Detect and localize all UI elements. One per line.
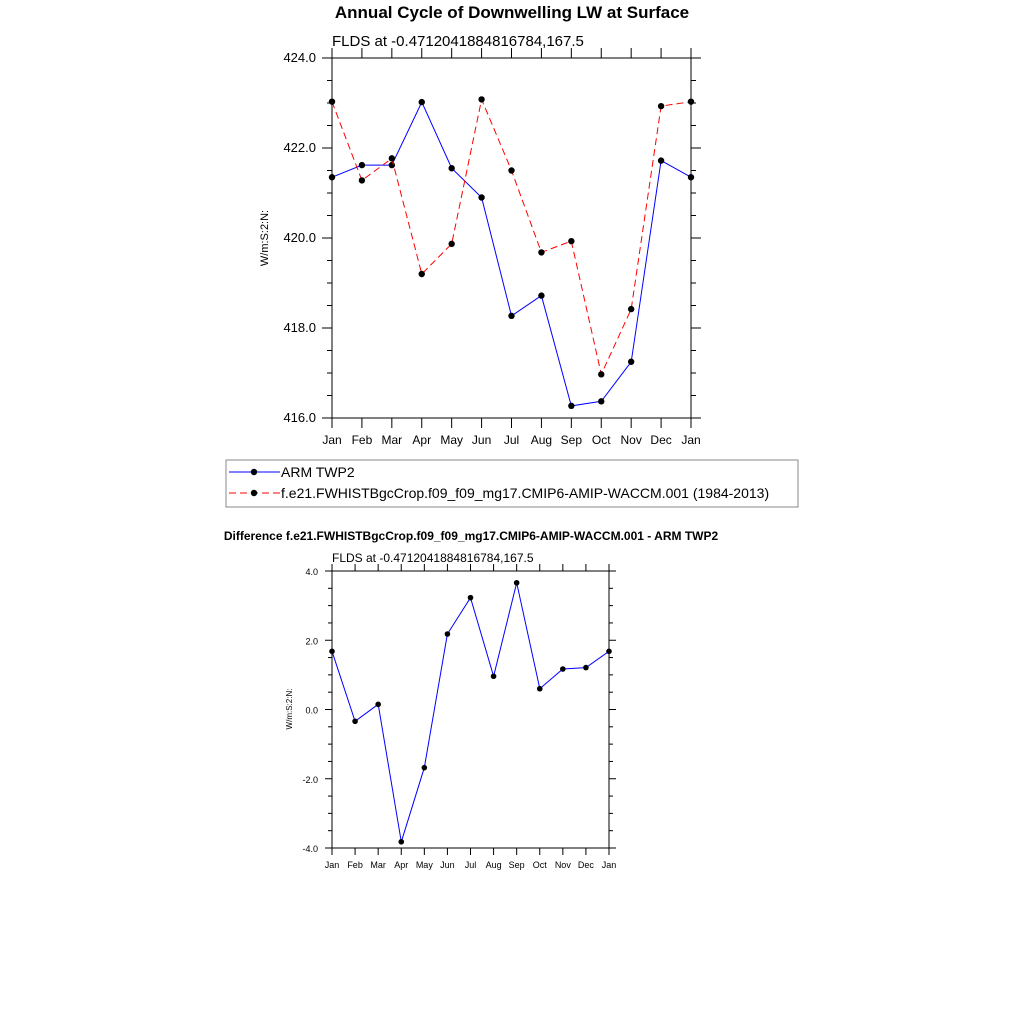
chart2-plot-frame — [331, 570, 610, 849]
chart1-xtick-label: May — [440, 433, 463, 447]
chart1-ytick-label: 424.0 — [283, 50, 316, 65]
chart2-xtick-label: Aug — [486, 860, 502, 870]
chart2-xtick-label: Jan — [325, 860, 340, 870]
chart1-data-point — [478, 96, 485, 103]
chart1-xtick-label: Oct — [592, 433, 611, 447]
chart2-xtick-label: Jul — [465, 860, 477, 870]
chart1-xtick-label: Nov — [620, 433, 641, 447]
chart2-xtick-label: Mar — [370, 860, 386, 870]
chart1-ytick-label: 422.0 — [283, 140, 316, 155]
chart2-data-point — [490, 673, 497, 680]
chart2-data-point — [444, 631, 451, 637]
annual-cycle-panel: Annual Cycle of Downwelling LW at Surfac… — [225, 3, 799, 508]
chart1-legend: ARM TWP2 f.e21.FWHISTBgcCrop.f09_f09_mg1… — [225, 459, 799, 508]
chart1-plot-frame — [331, 57, 692, 419]
chart2-data-point — [513, 579, 520, 586]
chart1-data-point — [657, 102, 665, 110]
legend-label-arm: ARM TWP2 — [281, 464, 355, 480]
chart1-axes — [322, 48, 701, 428]
chart1-series-line-0 — [331, 100, 692, 407]
chart2-ytick-label: 4.0 — [305, 567, 318, 577]
chart1-data-point — [627, 305, 635, 313]
chart2-ytick-label: 2.0 — [305, 636, 318, 646]
chart1-data-point — [508, 167, 515, 174]
chart2-xtick-label: Sep — [509, 860, 525, 870]
chart2-ytick-label: -2.0 — [302, 775, 318, 785]
chart2-xtick-label: May — [416, 860, 434, 870]
chart2-data-point — [398, 838, 405, 845]
chart2-x-tick-labels: Jan Feb Mar Apr May Jun Jul Aug Sep Oct … — [325, 860, 617, 870]
chart2-subtitle: FLDS at -0.4712041884816784,167.5 — [332, 551, 534, 565]
chart2-series — [329, 579, 612, 845]
chart1-subtitle: FLDS at -0.4712041884816784,167.5 — [332, 33, 584, 50]
chart1-xtick-label: Sep — [561, 433, 583, 447]
chart2-data-point — [467, 594, 474, 601]
chart2-xtick-label: Feb — [347, 860, 363, 870]
legend-marker-model — [250, 489, 258, 497]
chart1-title: Annual Cycle of Downwelling LW at Surfac… — [335, 3, 689, 22]
chart1-data-point — [598, 398, 605, 405]
chart2-xtick-label: Oct — [533, 860, 548, 870]
chart2-ytick-label: 0.0 — [305, 706, 318, 716]
chart1-ytick-label: 416.0 — [283, 410, 316, 425]
chart1-xtick-label: Jul — [504, 433, 519, 447]
chart2-data-point — [375, 701, 381, 708]
chart2-data-point — [560, 666, 566, 672]
chart1-data-point — [448, 165, 455, 172]
chart2-data-point — [421, 764, 428, 771]
chart2-data-point — [352, 718, 358, 725]
chart2-axes — [325, 564, 616, 855]
chart1-y-tick-labels: 416.0 418.0 420.0 422.0 424.0 — [283, 50, 316, 425]
legend-box — [225, 459, 799, 508]
chart2-data-point — [583, 664, 589, 671]
chart1-data-point — [358, 161, 366, 169]
legend-label-model: f.e21.FWHISTBgcCrop.f09_f09_mg17.CMIP6-A… — [281, 485, 769, 501]
chart1-data-point — [568, 237, 575, 245]
chart1-data-point — [657, 157, 665, 164]
chart1-data-point — [418, 98, 425, 106]
chart1-xtick-label: Jan — [681, 433, 700, 447]
chart1-data-point — [598, 371, 605, 378]
chart1-ylabel: W/m:S:2:N: — [259, 210, 271, 266]
chart1-ytick-label: 420.0 — [283, 230, 316, 245]
chart2-xtick-label: Nov — [555, 860, 572, 870]
chart1-data-point — [538, 292, 545, 299]
chart2-title: Difference f.e21.FWHISTBgcCrop.f09_f09_m… — [224, 529, 719, 543]
chart1-series — [328, 96, 695, 410]
chart1-xtick-label: Feb — [352, 433, 373, 447]
difference-panel: Difference f.e21.FWHISTBgcCrop.f09_f09_m… — [224, 529, 719, 870]
chart2-series-line-0 — [331, 582, 610, 842]
chart1-x-tick-labels: Jan Feb Mar Apr May Jun Jul Aug Sep Oct … — [322, 433, 700, 447]
chart2-xtick-label: Jan — [602, 860, 617, 870]
chart1-data-point — [388, 161, 396, 169]
chart1-data-point — [568, 402, 575, 410]
chart1-data-point — [478, 194, 485, 201]
chart1-xtick-label: Dec — [650, 433, 671, 447]
chart1-data-point — [508, 312, 515, 320]
chart2-xtick-label: Jun — [440, 860, 455, 870]
chart2-ytick-label: -4.0 — [302, 844, 318, 854]
chart1-xtick-label: Apr — [412, 433, 431, 447]
chart1-data-point — [448, 240, 455, 248]
chart1-series-line-1 — [331, 97, 692, 376]
chart1-xtick-label: Mar — [381, 433, 402, 447]
chart1-ytick-label: 418.0 — [283, 320, 316, 335]
chart1-xtick-label: Jan — [322, 433, 341, 447]
chart1-data-point — [627, 358, 635, 365]
chart1-data-point — [538, 249, 545, 256]
chart2-xtick-label: Dec — [578, 860, 595, 870]
chart1-data-point — [358, 177, 366, 184]
legend-marker-arm — [250, 468, 258, 476]
chart1-data-point — [388, 155, 396, 162]
chart1-xtick-label: Aug — [531, 433, 552, 447]
chart2-xtick-label: Apr — [394, 860, 408, 870]
chart1-xtick-label: Jun — [472, 433, 491, 447]
chart2-y-tick-labels: -4.0 -2.0 0.0 2.0 4.0 — [302, 567, 318, 854]
chart2-ylabel: W/m:S:2:N: — [285, 689, 294, 730]
chart1-data-point — [418, 270, 425, 278]
chart2-data-point — [536, 685, 543, 692]
